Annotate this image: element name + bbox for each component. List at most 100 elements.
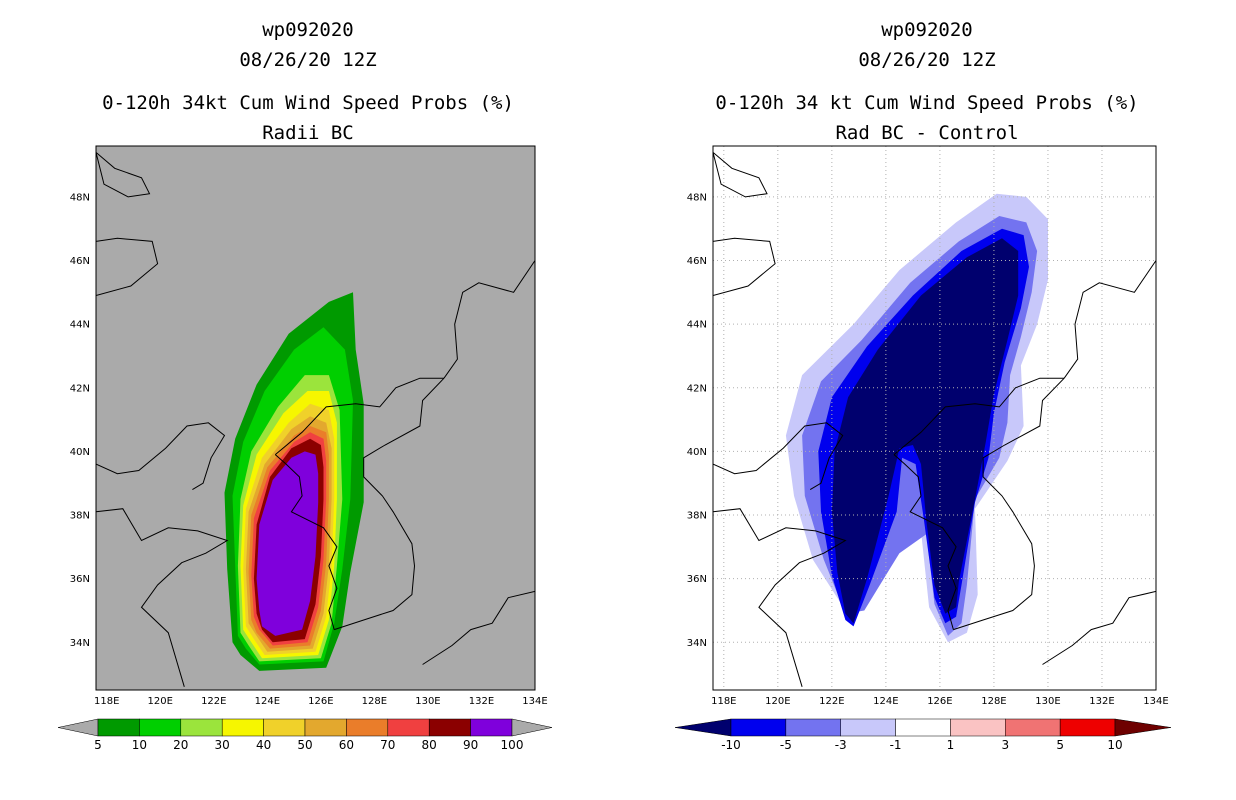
colorbar-label: 1 [947, 738, 955, 752]
x-tick-label: 132E [1089, 696, 1114, 707]
coastline-korea-west [893, 454, 957, 630]
coastline-japan [422, 590, 535, 665]
left-chart-subtitle: Radii BC [262, 122, 354, 144]
x-tick-label: 124E [255, 696, 280, 707]
colorbar-label: 10 [132, 738, 147, 752]
x-tick-label: 122E [201, 696, 226, 707]
left-subtitle-block: 0-120h 34kt Cum Wind Speed Probs (%) Rad… [68, 88, 548, 148]
colorbar-label: 80 [422, 738, 437, 752]
colorbar-segment [387, 718, 430, 737]
coastline-korea-east [953, 377, 1065, 631]
colorbar-segment [263, 718, 306, 737]
x-tick-label: 120E [765, 696, 790, 707]
border-mongolia [713, 237, 776, 296]
colorbar-segment [895, 718, 951, 737]
x-tick-label: 122E [819, 696, 844, 707]
colorbar-label: 40 [256, 738, 271, 752]
colorbar-label: -1 [890, 738, 902, 752]
border-china-korea [893, 377, 1065, 455]
coastline-shandong [96, 508, 229, 687]
border-russia-china [1063, 260, 1156, 379]
lake-hulun [96, 152, 151, 198]
x-tick-label: 132E [469, 696, 494, 707]
colorbar-label: -5 [780, 738, 792, 752]
y-tick-label: 40N [70, 447, 90, 458]
x-tick-label: 126E [308, 696, 333, 707]
right-subtitle-block: 0-120h 34 kt Cum Wind Speed Probs (%) Ra… [672, 88, 1182, 148]
colorbar-label: 100 [501, 738, 524, 752]
colorbar-segment [785, 718, 841, 737]
colorbar-label: 5 [1056, 738, 1064, 752]
diff-minus10-region [831, 238, 1019, 624]
coastline-bohai [713, 422, 844, 491]
left-time: 08/26/20 12Z [239, 49, 377, 71]
y-tick-label: 40N [687, 447, 707, 458]
y-tick-label: 46N [687, 256, 707, 267]
colorbar-under-triangle [674, 718, 732, 737]
colorbar-segment [840, 718, 896, 737]
border-russia-china [443, 260, 535, 379]
left-chart-title: 0-120h 34kt Cum Wind Speed Probs (%) [102, 92, 514, 114]
y-tick-label: 38N [70, 511, 90, 522]
right-colorbar: -10 -5 -3 -1 1 3 5 10 [674, 718, 1172, 752]
x-tick-label: 118E [711, 696, 736, 707]
colorbar-label: 3 [1001, 738, 1009, 752]
colorbar-segment [730, 718, 787, 737]
colorbar-segment [97, 718, 140, 737]
y-tick-label: 48N [70, 192, 90, 203]
colorbar-label: 70 [380, 738, 395, 752]
left-storm-id: wp092020 [262, 19, 354, 41]
right-chart-subtitle: Rad BC - Control [835, 122, 1019, 144]
coastline-korea-east [334, 377, 445, 631]
colorbar-label: -3 [835, 738, 847, 752]
left-map-frame [95, 145, 536, 691]
contour-band-90 [256, 451, 319, 636]
x-tick-label: 134E [1143, 696, 1168, 707]
right-storm-id: wp092020 [881, 19, 973, 41]
colorbar-label: 60 [339, 738, 354, 752]
x-tick-label: 130E [1035, 696, 1060, 707]
colorbar-label: 20 [173, 738, 188, 752]
x-tick-label: 128E [362, 696, 387, 707]
right-title-block: wp092020 08/26/20 12Z [672, 15, 1182, 75]
lake-hulun [713, 152, 768, 198]
colorbar-segment [1005, 718, 1061, 737]
left-title-block: wp092020 08/26/20 12Z [68, 15, 548, 75]
colorbar-segment [139, 718, 182, 737]
y-tick-label: 44N [687, 320, 707, 331]
x-tick-label: 124E [873, 696, 898, 707]
colorbar-segment [180, 718, 223, 737]
y-tick-label: 48N [687, 192, 707, 203]
border-china-korea [274, 377, 444, 455]
x-tick-label: 128E [981, 696, 1006, 707]
x-tick-label: 130E [415, 696, 440, 707]
y-tick-label: 42N [687, 383, 707, 394]
coastline-korea-west [274, 454, 338, 630]
right-chart-title: 0-120h 34 kt Cum Wind Speed Probs (%) [715, 92, 1139, 114]
right-map-panel: 118E 120E 122E 124E 126E 128E 130E 132E 134E 34N 3… [687, 145, 1169, 707]
left-map-panel: 118E 120E 122E 124E 126E 128E 130E 132E 134E 34N 3… [70, 145, 548, 707]
x-tick-label: 126E [927, 696, 952, 707]
right-map-frame [712, 145, 1157, 691]
colorbar-segment [346, 718, 389, 737]
colorbar-segment [470, 718, 513, 737]
colorbar-segment [304, 718, 347, 737]
y-tick-label: 38N [687, 511, 707, 522]
colorbar-segment [950, 718, 1006, 737]
x-tick-label: 120E [148, 696, 173, 707]
x-tick-label: 134E [522, 696, 547, 707]
y-tick-label: 36N [70, 574, 90, 585]
colorbar-label: -10 [721, 738, 741, 752]
coastline-shandong [713, 508, 847, 687]
y-tick-label: 34N [70, 638, 90, 649]
y-tick-label: 44N [70, 320, 90, 331]
border-mongolia [96, 237, 159, 296]
colorbar-label: 50 [297, 738, 312, 752]
y-tick-label: 34N [687, 638, 707, 649]
right-time: 08/26/20 12Z [858, 49, 996, 71]
colorbar-under-triangle [57, 718, 99, 737]
colorbar-segment [221, 718, 264, 737]
colorbar-label: 90 [463, 738, 478, 752]
y-tick-label: 46N [70, 256, 90, 267]
